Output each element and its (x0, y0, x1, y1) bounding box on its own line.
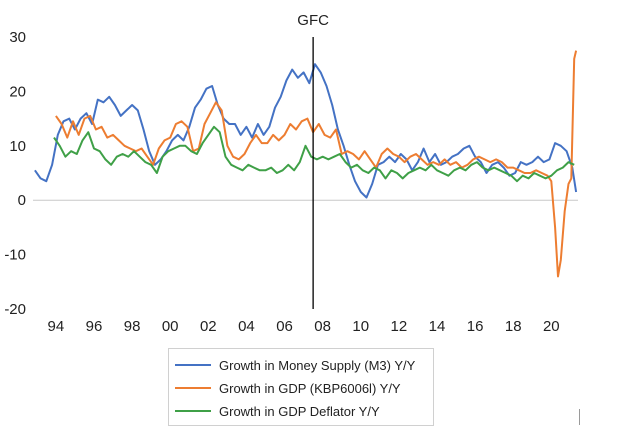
x-tick-label: 18 (505, 318, 522, 335)
gfc-marker-label: GFC (297, 12, 329, 29)
y-tick-label: 0 (18, 192, 26, 209)
x-tick-label: 04 (238, 318, 255, 335)
legend-item-gdp: Growth in GDP (KBP6006l) Y/Y (175, 377, 401, 399)
y-tick-labels: -20 -10 0 10 20 30 (4, 29, 26, 318)
x-tick-label: 12 (391, 318, 408, 335)
legend-label-gdp: Growth in GDP (KBP6006l) Y/Y (219, 380, 401, 396)
y-tick-label: 10 (9, 138, 26, 155)
series-line-gdp (55, 50, 578, 278)
x-tick-label: 20 (543, 318, 560, 335)
legend-swatch-money-supply (175, 364, 211, 366)
y-tick-label: 20 (9, 83, 26, 100)
x-tick-label: 06 (276, 318, 293, 335)
y-tick-label: -20 (4, 301, 26, 318)
x-tick-label: 02 (200, 318, 217, 335)
x-tick-label: 96 (86, 318, 103, 335)
y-tick-label: -10 (4, 247, 26, 264)
legend-swatch-gdp (175, 387, 211, 389)
x-tick-labels: 94 96 98 00 02 04 06 08 10 12 14 16 18 20 (48, 318, 560, 335)
series-line-money-supply (34, 63, 578, 199)
divider-mark (579, 409, 580, 425)
x-tick-label: 08 (314, 318, 331, 335)
x-tick-label: 98 (124, 318, 141, 335)
y-tick-label: 30 (9, 29, 26, 46)
legend-item-gdp-deflator: Growth in GDP Deflator Y/Y (175, 400, 380, 422)
series-lines (34, 50, 578, 278)
legend-item-money-supply: Growth in Money Supply (M3) Y/Y (175, 354, 415, 376)
x-tick-label: 00 (162, 318, 179, 335)
x-tick-label: 16 (467, 318, 484, 335)
legend-label-gdp-deflator: Growth in GDP Deflator Y/Y (219, 403, 380, 419)
series-line-gdp-deflator (53, 125, 575, 183)
x-tick-label: 94 (48, 318, 65, 335)
x-tick-label: 14 (429, 318, 446, 335)
legend-label-money-supply: Growth in Money Supply (M3) Y/Y (219, 357, 416, 373)
x-tick-label: 10 (352, 318, 369, 335)
legend-swatch-gdp-deflator (175, 410, 211, 412)
legend: Growth in Money Supply (M3) Y/Y Growth i… (168, 348, 434, 426)
